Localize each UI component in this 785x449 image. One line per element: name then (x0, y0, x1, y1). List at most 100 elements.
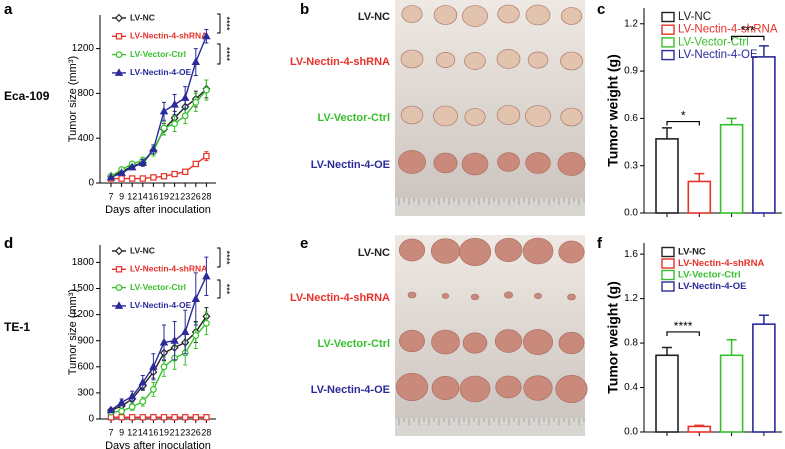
tumor (522, 329, 553, 355)
significance-bracket (217, 13, 221, 34)
x-tick-label: 26 (191, 191, 201, 201)
tumor (431, 329, 460, 355)
tumor (470, 293, 480, 301)
y-tick-label: 300 (77, 388, 94, 399)
point (171, 414, 178, 421)
point (159, 106, 169, 115)
point (170, 99, 179, 108)
y-axis-title: Tumor weight (g) (605, 281, 621, 394)
point (106, 405, 116, 414)
error-bar (726, 338, 737, 356)
point (149, 386, 157, 393)
y-axis-title: Tumor size (mm³) (67, 289, 79, 375)
tumor (461, 152, 489, 176)
y-tick-label: 0.4 (624, 382, 638, 393)
x-axis-title: Days after inoculation (105, 440, 211, 449)
tumor (459, 375, 491, 403)
tumor (558, 240, 585, 264)
tumor (433, 5, 458, 25)
point (138, 377, 148, 386)
legend-swatch (661, 49, 675, 61)
series-line (110, 36, 208, 179)
y-tick-label: 1.2 (624, 18, 638, 29)
error-bar (758, 45, 769, 57)
x-tick-label: 9 (119, 427, 124, 437)
point (202, 319, 210, 327)
legend-label: LV-Vector-Ctrl (130, 282, 186, 292)
significance-label: *** (741, 24, 755, 38)
point (160, 363, 168, 371)
point (202, 86, 210, 94)
error-bar (758, 314, 769, 325)
row-label: Eca-109 (4, 89, 50, 103)
point (191, 294, 201, 302)
point (192, 98, 200, 106)
x-tick-label: 12 (127, 191, 137, 201)
bar (655, 354, 679, 433)
legend-marker (115, 33, 123, 40)
y-tick-label: 1800 (72, 257, 95, 268)
significance-bracket (217, 43, 221, 65)
point (138, 158, 148, 166)
point (118, 175, 125, 182)
legend-label: LV-Nectin-4-shRNA (130, 31, 207, 41)
y-tick-label: 0.8 (624, 338, 638, 349)
row-label: TE-1 (4, 320, 30, 334)
tumor (555, 375, 588, 403)
group-label: LV-NC (358, 247, 390, 259)
tumor (560, 107, 583, 127)
tumor (523, 375, 553, 401)
tumor (464, 108, 486, 126)
legend-swatch (661, 258, 675, 269)
legend-label: LV-Vector-Ctrl (130, 49, 186, 59)
tumor (560, 51, 583, 71)
y-tick-label: 0 (88, 178, 94, 189)
significance-bracket (731, 35, 765, 41)
error-bar (726, 117, 737, 125)
point (203, 152, 210, 160)
legend-marker (115, 51, 123, 58)
legend-swatch (661, 269, 675, 281)
point (192, 332, 200, 339)
legend-label: LV-Nectin-4-shRNA (678, 258, 765, 269)
tumor (462, 332, 488, 354)
panel-letter: b (300, 1, 309, 18)
tumor (522, 237, 554, 265)
x-tick-label: 14 (138, 191, 148, 201)
legend-label: LV-Nectin-4-shRNA (678, 24, 778, 36)
point (160, 124, 168, 132)
panel-letter: a (4, 1, 13, 18)
y-tick-label: 1500 (72, 283, 95, 294)
point (139, 398, 147, 406)
legend-label: LV-NC (130, 245, 155, 255)
x-tick-label: 21 (170, 191, 180, 201)
x-tick-label: 28 (201, 427, 211, 437)
x-tick-label: 16 (148, 427, 158, 437)
x-tick-label: 23 (180, 427, 190, 437)
point (171, 170, 178, 178)
legend-swatch (661, 37, 675, 48)
y-axis-title: Tumor size (mm³) (67, 56, 79, 142)
panel-letter: c (597, 1, 605, 18)
series-line (110, 322, 207, 413)
bar (752, 323, 776, 433)
legend-label: LV-Nectin-4-OE (678, 49, 758, 61)
tumor (398, 238, 426, 262)
tumor (458, 238, 492, 266)
photo-background (395, 235, 585, 436)
legend-label: LV-Vector-Ctrl (678, 36, 749, 48)
tumor (395, 373, 429, 401)
y-tick-label: 800 (77, 88, 94, 99)
tumor (435, 52, 456, 68)
tumor (399, 329, 425, 353)
point (150, 414, 157, 421)
x-tick-label: 14 (138, 427, 148, 437)
x-axis-title: Days after inoculation (105, 204, 211, 216)
point (139, 175, 146, 182)
panel-letter: d (4, 235, 13, 252)
bar (752, 56, 776, 214)
point (180, 93, 190, 101)
group-label: LV-Vector-Ctrl (317, 338, 390, 350)
